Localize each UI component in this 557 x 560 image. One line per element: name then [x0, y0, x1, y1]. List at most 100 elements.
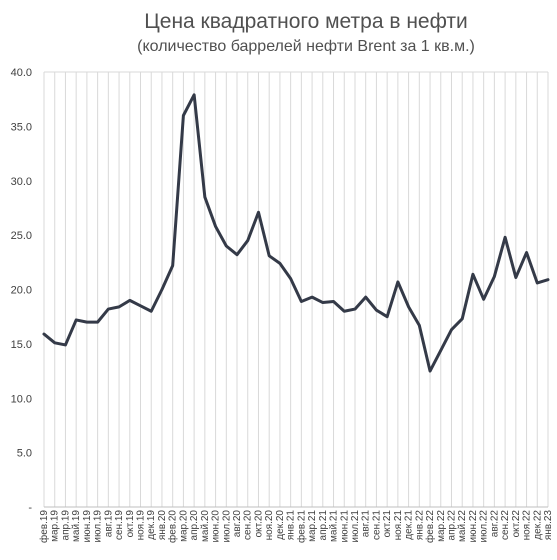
x-tick-label: июл.20 — [221, 510, 232, 543]
x-tick-label: авг.22 — [489, 510, 500, 538]
x-tick-label: июл.19 — [93, 510, 104, 543]
x-tick-label: авг.19 — [103, 510, 114, 538]
x-tick-label: окт.20 — [253, 510, 264, 538]
x-tick-label: ноя.22 — [522, 510, 533, 541]
x-tick-label: сен.21 — [371, 510, 382, 540]
data-point — [53, 341, 56, 344]
data-point — [96, 321, 99, 324]
x-tick-label: янв.21 — [286, 510, 297, 541]
series-line — [42, 93, 550, 373]
y-tick-label: 40.0 — [11, 67, 32, 79]
data-point — [461, 317, 464, 320]
data-point — [514, 276, 517, 279]
x-tick-label: фев.19 — [38, 510, 50, 543]
x-tick-label: ноя.20 — [264, 510, 275, 541]
data-point — [43, 333, 46, 336]
x-tick-label: фев.21 — [295, 510, 307, 543]
x-tick-label: май.21 — [329, 510, 340, 542]
data-point — [193, 93, 196, 96]
data-point — [482, 298, 485, 301]
data-point — [128, 299, 131, 302]
x-tick-label: июн.20 — [211, 510, 222, 543]
data-point — [64, 343, 67, 346]
x-tick-label: дек.19 — [146, 510, 157, 540]
chart-subtitle: (количество баррелей нефти Brent за 1 кв… — [137, 38, 475, 55]
x-tick-label: апр.22 — [446, 510, 457, 541]
x-tick-label: май.22 — [457, 510, 468, 542]
x-tick-label: мар.21 — [307, 510, 318, 542]
data-point — [118, 305, 121, 308]
data-point — [85, 321, 88, 324]
y-tick-label: 15.0 — [11, 339, 32, 351]
data-point — [257, 211, 260, 214]
x-tick-label: ноя.21 — [393, 510, 404, 541]
x-tick-label: янв.22 — [414, 510, 425, 541]
x-tick-label: сен.19 — [114, 510, 125, 540]
x-tick-label: апр.21 — [318, 510, 329, 541]
data-point — [107, 308, 110, 311]
x-tick-label: апр.19 — [60, 510, 71, 541]
x-tick-label: янв.23 — [543, 510, 554, 541]
data-point — [343, 310, 346, 313]
x-tick-label: мар.22 — [436, 510, 447, 542]
data-point — [429, 370, 432, 373]
data-point — [268, 254, 271, 257]
data-point — [214, 225, 217, 228]
data-point — [418, 324, 421, 327]
data-point — [364, 296, 367, 299]
data-point — [160, 288, 163, 291]
x-tick-label: дек.22 — [532, 510, 543, 540]
x-tick-label: июл.21 — [350, 510, 361, 543]
y-tick-label: 25.0 — [11, 230, 32, 242]
data-point — [536, 281, 539, 284]
x-tick-label: май.20 — [200, 510, 211, 542]
data-point — [396, 280, 399, 283]
data-point — [353, 308, 356, 311]
y-tick-label: 10.0 — [11, 393, 32, 405]
x-tick-label: янв.20 — [157, 510, 168, 541]
data-point — [236, 253, 239, 256]
data-point — [439, 349, 442, 352]
x-tick-label: сен.22 — [500, 510, 511, 540]
data-point — [407, 305, 410, 308]
data-point — [471, 273, 474, 276]
x-tick-label: мар.19 — [50, 510, 61, 542]
data-point — [203, 196, 206, 199]
x-tick-label: май.19 — [71, 510, 82, 542]
data-point — [289, 277, 292, 280]
data-point — [311, 296, 314, 299]
x-tick-label: окт.19 — [125, 510, 136, 538]
data-point — [332, 300, 335, 303]
data-point — [504, 236, 507, 239]
x-tick-label: авг.20 — [232, 510, 243, 538]
chart-title: Цена квадратного метра в нефти — [144, 10, 468, 33]
data-point — [300, 300, 303, 303]
data-point — [182, 114, 185, 117]
data-point — [375, 309, 378, 312]
x-axis: фев.19 мар.19 апр.19 май.19 июн.19 июл.19 авг.… — [38, 510, 554, 543]
data-point — [225, 245, 228, 248]
gridlines — [43, 71, 549, 508]
data-point — [525, 251, 528, 254]
x-tick-label: окт.21 — [382, 510, 393, 538]
data-point — [386, 315, 389, 318]
x-tick-label: дек.20 — [275, 510, 286, 540]
data-point — [278, 262, 281, 265]
data-point — [450, 328, 453, 331]
y-tick-label: 20.0 — [11, 285, 32, 297]
data-point — [321, 301, 324, 304]
x-tick-label: ноя.19 — [136, 510, 147, 541]
x-tick-label: июн.21 — [339, 510, 350, 543]
y-tick-label: - — [28, 502, 32, 514]
x-tick-label: июн.19 — [82, 510, 93, 543]
data-point — [493, 275, 496, 278]
x-tick-label: фев.20 — [167, 510, 179, 543]
data-point — [75, 318, 78, 321]
x-tick-label: фев.22 — [424, 510, 436, 543]
y-tick-label: 5.0 — [17, 448, 32, 460]
x-tick-label: сен.20 — [243, 510, 254, 540]
x-tick-label: июн.22 — [468, 510, 479, 543]
x-tick-label: апр.20 — [189, 510, 200, 541]
y-tick-label: 35.0 — [11, 121, 32, 133]
